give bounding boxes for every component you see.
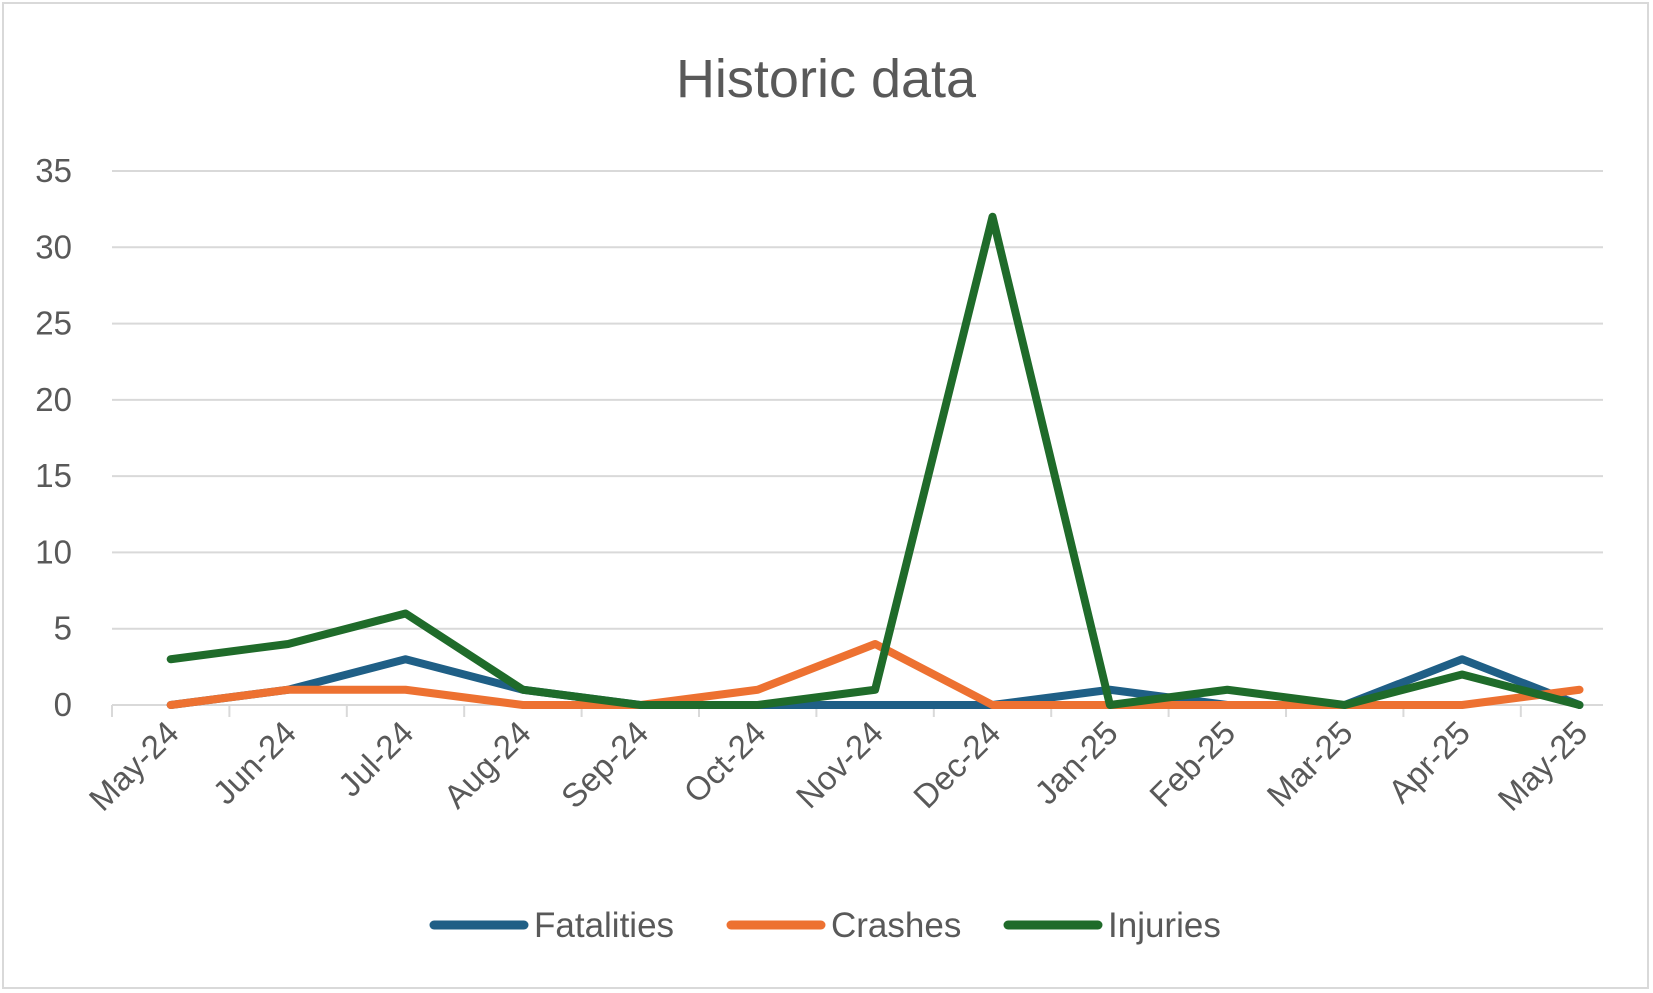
series-line-injuries xyxy=(166,212,1584,709)
y-tick-label: 20 xyxy=(35,381,72,418)
x-tick-label: May-25 xyxy=(1490,714,1594,818)
y-tick-label: 10 xyxy=(35,533,72,570)
x-tick-label: Mar-25 xyxy=(1260,714,1360,814)
x-tick-label: Aug-24 xyxy=(436,714,537,815)
gridlines xyxy=(112,170,1603,630)
legend-label: Crashes xyxy=(831,906,961,945)
x-tick-label: Jul-24 xyxy=(331,714,421,804)
chart-title: Historic data xyxy=(676,49,977,109)
legend-label: Fatalities xyxy=(534,906,674,945)
x-tick-label: Apr-25 xyxy=(1381,714,1477,810)
y-tick-label: 5 xyxy=(54,610,72,647)
y-tick-label: 30 xyxy=(35,228,72,265)
x-tick-label: Dec-24 xyxy=(906,714,1007,815)
x-tick-label: Nov-24 xyxy=(789,714,890,815)
y-tick-label: 25 xyxy=(35,305,72,342)
x-tick-label: Sep-24 xyxy=(554,714,655,815)
tick-labels: 0 5 10 15 20 25 30 35 May-24 Jun-24 Jul-24 Aug-24 Se… xyxy=(35,152,1594,818)
legend-label: Injuries xyxy=(1108,906,1221,945)
x-tick-label: Jan-25 xyxy=(1027,714,1125,812)
x-tick-label: May-24 xyxy=(82,714,186,818)
series-lines xyxy=(166,212,1584,709)
y-tick-label: 15 xyxy=(35,457,72,494)
x-tick-label: Oct-24 xyxy=(676,714,772,810)
y-tick-label: 35 xyxy=(35,152,72,189)
x-tick-label: Feb-25 xyxy=(1142,714,1242,814)
x-tick-label: Jun-24 xyxy=(206,714,304,812)
legend: Fatalities Crashes Injuries xyxy=(429,906,1221,945)
y-tick-label: 0 xyxy=(54,686,72,723)
